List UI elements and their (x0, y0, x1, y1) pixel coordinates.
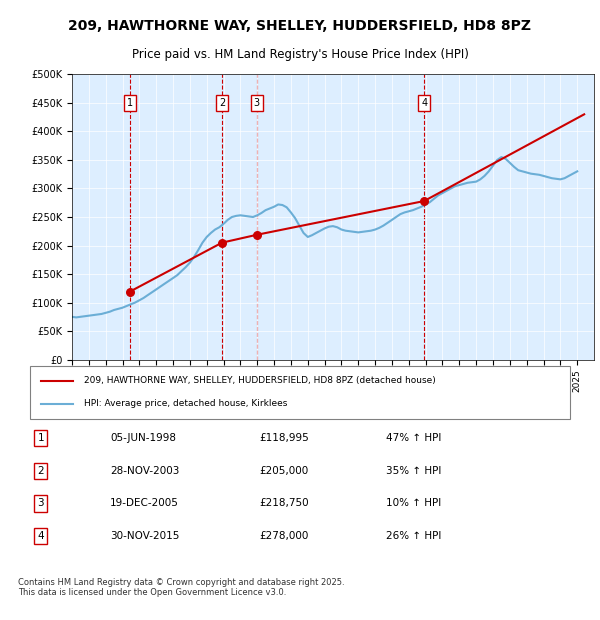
Point (217, 237, 227, 247)
Text: 3: 3 (37, 498, 44, 508)
Text: 209, HAWTHORNE WAY, SHELLEY, HUDDERSFIELD, HD8 8PZ: 209, HAWTHORNE WAY, SHELLEY, HUDDERSFIEL… (68, 19, 532, 33)
Point (419, 196, 429, 206)
Text: Price paid vs. HM Land Registry's House Price Index (HPI): Price paid vs. HM Land Registry's House … (131, 48, 469, 61)
Text: 3: 3 (254, 98, 260, 108)
Text: 1: 1 (37, 433, 44, 443)
Point (125, 287, 134, 297)
Text: 47% ↑ HPI: 47% ↑ HPI (386, 433, 442, 443)
Text: 30-NOV-2015: 30-NOV-2015 (110, 531, 179, 541)
Text: 209, HAWTHORNE WAY, SHELLEY, HUDDERSFIELD, HD8 8PZ (detached house): 209, HAWTHORNE WAY, SHELLEY, HUDDERSFIEL… (84, 376, 436, 385)
Text: £278,000: £278,000 (260, 531, 309, 541)
Text: £218,750: £218,750 (260, 498, 310, 508)
Text: 05-JUN-1998: 05-JUN-1998 (110, 433, 176, 443)
Text: 35% ↑ HPI: 35% ↑ HPI (386, 466, 442, 476)
Text: 19-DEC-2005: 19-DEC-2005 (110, 498, 179, 508)
Text: £118,995: £118,995 (260, 433, 310, 443)
Text: HPI: Average price, detached house, Kirklees: HPI: Average price, detached house, Kirk… (84, 399, 287, 408)
Text: Contains HM Land Registry data © Crown copyright and database right 2025.
This d: Contains HM Land Registry data © Crown c… (18, 578, 344, 597)
Text: 2: 2 (219, 98, 225, 108)
Text: 26% ↑ HPI: 26% ↑ HPI (386, 531, 442, 541)
Text: 2: 2 (37, 466, 44, 476)
Text: 10% ↑ HPI: 10% ↑ HPI (386, 498, 442, 508)
Point (252, 230, 262, 240)
Text: 28-NOV-2003: 28-NOV-2003 (110, 466, 179, 476)
Text: 1: 1 (127, 98, 133, 108)
Text: 4: 4 (37, 531, 44, 541)
FancyBboxPatch shape (30, 366, 570, 418)
Text: £205,000: £205,000 (260, 466, 309, 476)
Text: 4: 4 (421, 98, 427, 108)
